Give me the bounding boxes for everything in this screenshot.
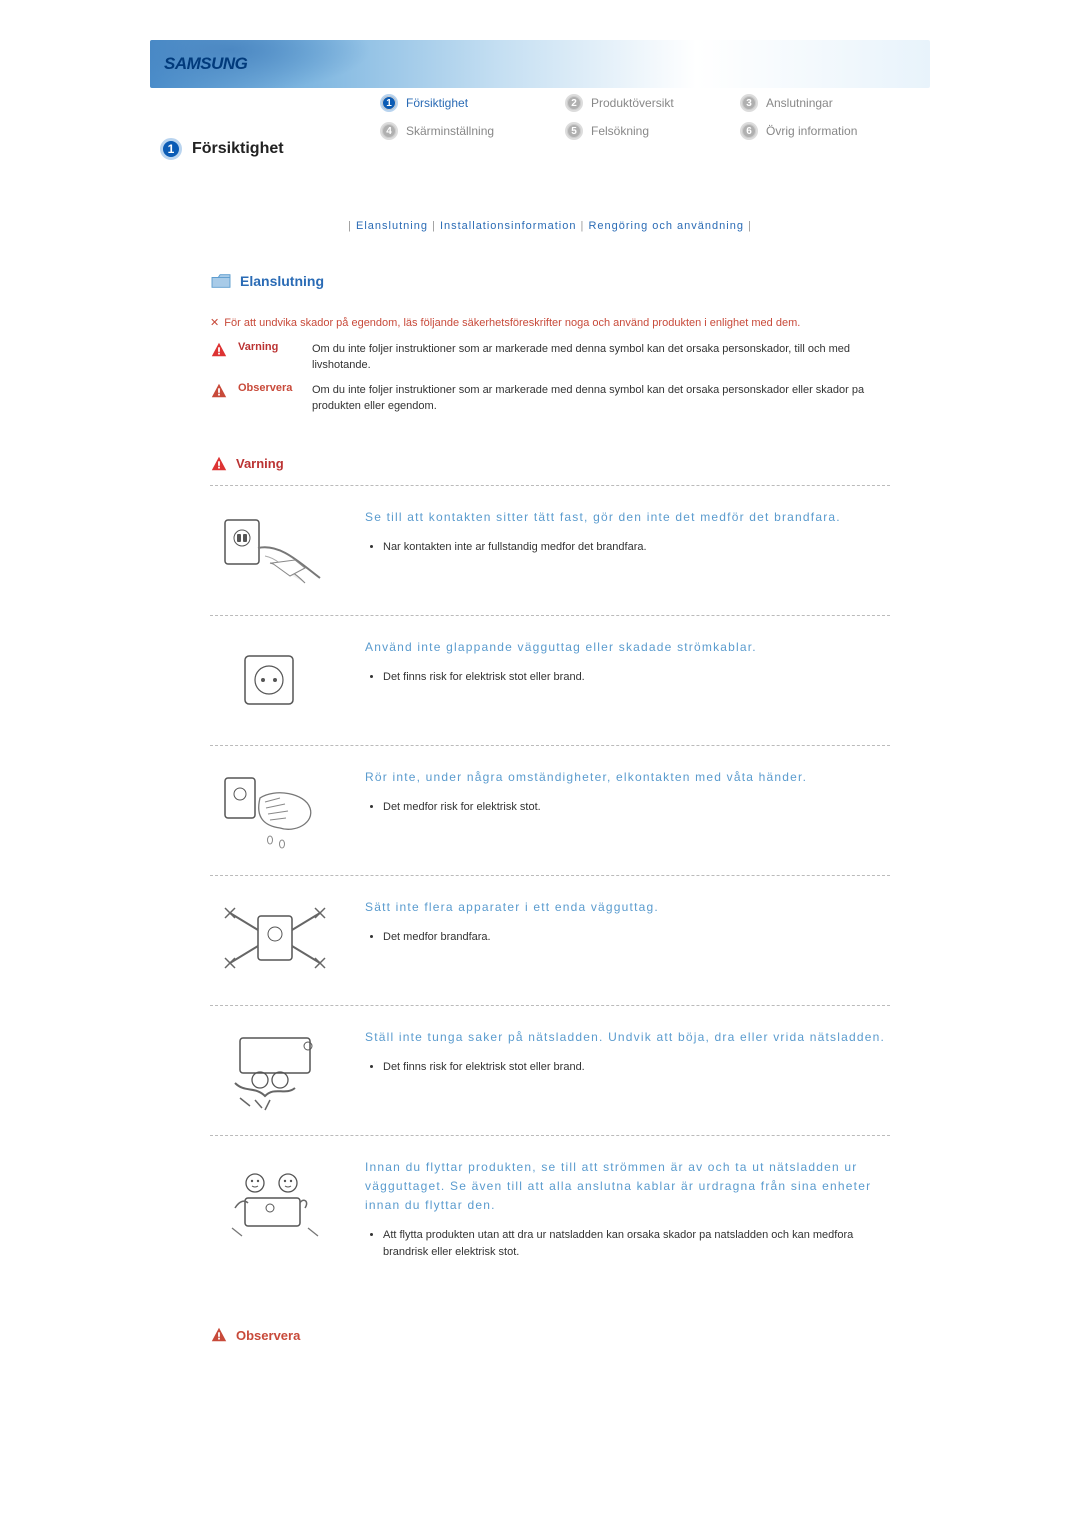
folder-icon: [210, 272, 232, 290]
item-bullet-text: Det medfor risk for elektrisk stot.: [383, 799, 890, 816]
nav-col-1: 1 Försiktighet 4 Skärminställning: [380, 94, 565, 160]
warning-icon: [210, 382, 228, 400]
nav-item-felsokning[interactable]: 5 Felsökning: [565, 122, 740, 140]
item-bullet-text: Att flytta produkten utan att dra ur nat…: [383, 1227, 890, 1260]
warning-icon: [210, 341, 228, 359]
nav-item-ovrig-information[interactable]: 6 Övrig information: [740, 122, 915, 140]
nav-num-3-icon: 3: [740, 94, 758, 112]
nav-item-produktoversikt[interactable]: 2 Produktöversikt: [565, 94, 740, 112]
legend-label-varning: Varning: [238, 341, 302, 353]
nav-col-3: 3 Anslutningar 6 Övrig information: [740, 94, 915, 160]
item-body: Använd inte glappande vägguttag eller sk…: [365, 638, 890, 723]
legend-text-varning: Om du inte foljer instruktioner som ar m…: [312, 341, 890, 374]
nav-label: Anslutningar: [766, 96, 833, 110]
sep: |: [348, 220, 352, 232]
nav-label: Övrig information: [766, 124, 857, 138]
item-bullets: Det medfor brandfara.: [383, 929, 890, 946]
item-bullets: Det finns risk for elektrisk stot eller …: [383, 669, 890, 686]
sep: |: [581, 220, 585, 232]
safety-item: Se till att kontakten sitter tätt fast, …: [210, 485, 890, 615]
item-body: Se till att kontakten sitter tätt fast, …: [365, 508, 890, 593]
sublink-elanslutning[interactable]: Elanslutning: [356, 220, 428, 232]
top-nav: 1 Försiktighet 1 Försiktighet 4 Skärmins…: [150, 94, 930, 160]
item-bullet-text: Nar kontakten inte ar fullstandig medfor…: [383, 539, 890, 556]
item-title: Använd inte glappande vägguttag eller sk…: [365, 638, 890, 657]
intro-marker: ✕: [210, 317, 224, 329]
observera-heading: Observera: [210, 1326, 890, 1344]
nav-num-1-icon: 1: [380, 94, 398, 112]
item-body: Innan du flyttar produkten, se till att …: [365, 1158, 890, 1265]
outlet-illustration: [210, 638, 340, 723]
nav-num-2-icon: 2: [565, 94, 583, 112]
item-bullet-text: Det finns risk for elektrisk stot eller …: [383, 669, 890, 686]
nav-item-forsiktighet[interactable]: 1 Försiktighet: [380, 94, 565, 112]
safety-item: Ställ inte tunga saker på nätsladden. Un…: [210, 1005, 890, 1135]
legend-text-observera: Om du inte foljer instruktioner som ar m…: [312, 382, 890, 415]
nav-col-2: 2 Produktöversikt 5 Felsökning: [565, 94, 740, 160]
side-title: 1 Försiktighet: [160, 138, 380, 160]
item-body: Sätt inte flera apparater i ett enda väg…: [365, 898, 890, 983]
sub-links: | Elanslutning | Installationsinformatio…: [210, 220, 890, 232]
section-head: Elanslutning: [210, 272, 890, 290]
plug-illustration: [210, 508, 340, 593]
nav-side-block: 1 Försiktighet: [150, 94, 380, 160]
safety-item: Använd inte glappande vägguttag eller sk…: [210, 615, 890, 745]
varning-heading-label: Varning: [236, 456, 284, 471]
nav-num-6-icon: 6: [740, 122, 758, 140]
nav-item-anslutningar[interactable]: 3 Anslutningar: [740, 94, 915, 112]
intro-body: För att undvika skador på egendom, läs f…: [224, 317, 800, 329]
nav-label: Felsökning: [591, 124, 649, 138]
item-title: Sätt inte flera apparater i ett enda väg…: [365, 898, 890, 917]
safety-item: Innan du flyttar produkten, se till att …: [210, 1135, 890, 1287]
item-bullets: Nar kontakten inte ar fullstandig medfor…: [383, 539, 890, 556]
move-product-illustration: [210, 1158, 340, 1243]
sep: |: [432, 220, 436, 232]
item-title: Innan du flyttar produkten, se till att …: [365, 1158, 890, 1216]
nav-label: Skärminställning: [406, 124, 494, 138]
legend-varning: Varning Om du inte foljer instruktioner …: [210, 341, 890, 374]
nav-num-4-icon: 4: [380, 122, 398, 140]
item-bullets: Det finns risk for elektrisk stot eller …: [383, 1059, 890, 1076]
nav-item-skarminstallning[interactable]: 4 Skärminställning: [380, 122, 565, 140]
side-num-icon: 1: [160, 138, 182, 160]
safety-item: Rör inte, under några omständigheter, el…: [210, 745, 890, 875]
item-title: Ställ inte tunga saker på nätsladden. Un…: [365, 1028, 890, 1047]
side-title-label: Försiktighet: [192, 140, 284, 158]
header-banner: SAMSUNG: [150, 40, 930, 88]
section-title: Elanslutning: [240, 273, 324, 289]
multi-plug-illustration: [210, 898, 340, 983]
samsung-logo: SAMSUNG: [164, 54, 247, 74]
sublink-rengoring[interactable]: Rengöring och användning: [588, 220, 744, 232]
item-body: Ställ inte tunga saker på nätsladden. Un…: [365, 1028, 890, 1113]
item-title: Se till att kontakten sitter tätt fast, …: [365, 508, 890, 527]
item-bullets: Det medfor risk for elektrisk stot.: [383, 799, 890, 816]
nav-label: Produktöversikt: [591, 96, 674, 110]
item-bullets: Att flytta produkten utan att dra ur nat…: [383, 1227, 890, 1260]
legend-label-observera: Observera: [238, 382, 302, 394]
wet-hand-illustration: [210, 768, 340, 853]
observera-heading-label: Observera: [236, 1328, 300, 1343]
content: | Elanslutning | Installationsinformatio…: [210, 220, 890, 1344]
nav-num-5-icon: 5: [565, 122, 583, 140]
sep: |: [748, 220, 752, 232]
varning-heading: Varning: [210, 455, 890, 473]
legend-observera: Observera Om du inte foljer instruktione…: [210, 382, 890, 415]
warning-icon: [210, 1326, 228, 1344]
item-title: Rör inte, under några omständigheter, el…: [365, 768, 890, 787]
item-body: Rör inte, under några omständigheter, el…: [365, 768, 890, 853]
nav-label: Försiktighet: [406, 96, 468, 110]
item-bullet-text: Det finns risk for elektrisk stot eller …: [383, 1059, 890, 1076]
safety-item: Sätt inte flera apparater i ett enda väg…: [210, 875, 890, 1005]
item-bullet-text: Det medfor brandfara.: [383, 929, 890, 946]
heavy-cord-illustration: [210, 1028, 340, 1113]
sublink-installationsinformation[interactable]: Installationsinformation: [440, 220, 577, 232]
warning-icon: [210, 455, 228, 473]
intro-text: ✕ För att undvika skador på egendom, läs…: [210, 315, 890, 333]
